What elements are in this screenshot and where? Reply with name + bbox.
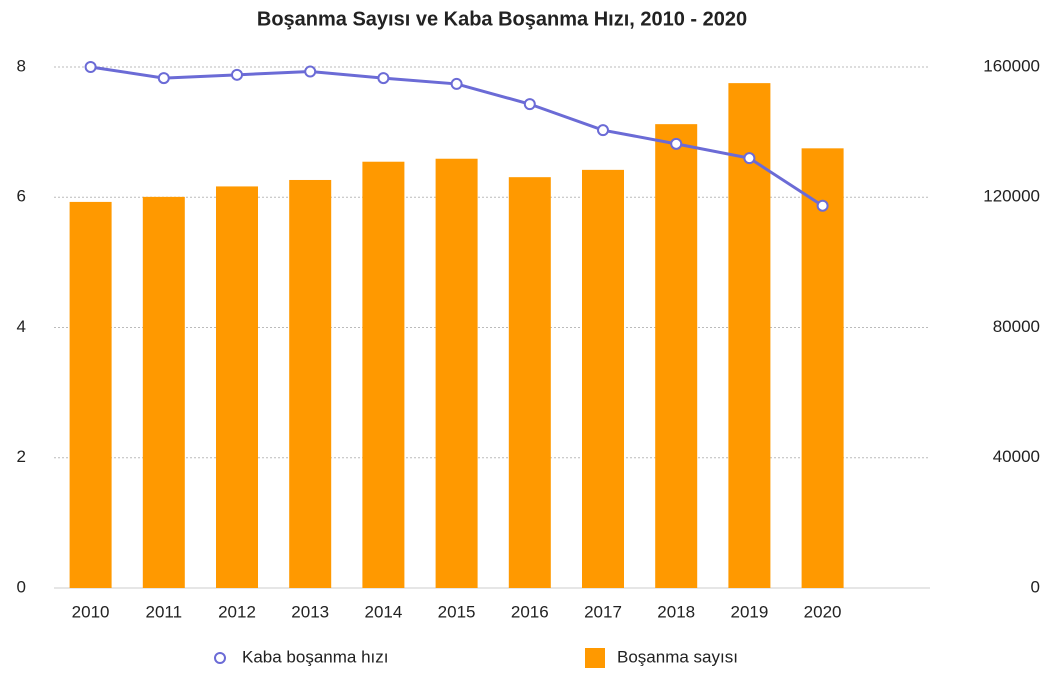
legend-label: Kaba boşanma hızı — [242, 647, 388, 666]
y-tick-label: 6 — [17, 187, 26, 206]
line-point — [597, 124, 609, 137]
line-point — [377, 72, 390, 85]
line-point — [670, 137, 683, 150]
bar — [435, 158, 478, 588]
bar — [69, 201, 112, 588]
x-tick-label: 2010 — [72, 602, 110, 621]
y2-tick-label: 40000 — [993, 447, 1040, 466]
bar — [362, 161, 405, 588]
legend-marker — [214, 652, 226, 664]
x-tick-label: 2016 — [511, 602, 549, 621]
y2-tick-label: 0 — [1031, 577, 1040, 596]
y-tick-label: 0 — [17, 577, 26, 596]
line-point — [304, 65, 317, 78]
bar — [216, 186, 258, 588]
y-tick-label: 8 — [17, 56, 26, 75]
line-point — [231, 68, 243, 81]
bar — [142, 196, 185, 588]
bar — [582, 169, 624, 588]
x-tick-label: 2018 — [657, 602, 695, 621]
chart-title: Boşanma Sayısı ve Kaba Boşanma Hızı, 201… — [257, 8, 747, 30]
bar — [801, 148, 844, 589]
x-tick-label: 2020 — [804, 602, 842, 621]
line-point — [523, 98, 536, 111]
x-tick-label: 2017 — [584, 602, 622, 621]
y2-tick-label: 80000 — [993, 317, 1040, 336]
x-tick-label: 2015 — [438, 602, 476, 621]
y-tick-label: 4 — [17, 317, 26, 336]
legend-label: Boşanma sayısı — [617, 647, 738, 666]
line-point — [157, 72, 170, 85]
x-tick-label: 2013 — [291, 602, 329, 621]
x-tick-label: 2014 — [364, 602, 402, 621]
y2-tick-label: 160000 — [983, 56, 1040, 75]
y-tick-label: 2 — [17, 447, 26, 466]
line-point — [84, 61, 97, 73]
bar — [508, 177, 551, 589]
x-tick-label: 2012 — [218, 602, 256, 621]
line-point — [816, 199, 829, 212]
line-point — [743, 152, 756, 165]
line-point — [450, 77, 463, 90]
legend-marker — [585, 648, 605, 668]
bar — [289, 179, 332, 589]
y2-tick-label: 120000 — [983, 187, 1040, 206]
bar — [655, 124, 698, 589]
x-tick-label: 2011 — [146, 602, 183, 621]
x-tick-label: 2019 — [730, 602, 768, 621]
